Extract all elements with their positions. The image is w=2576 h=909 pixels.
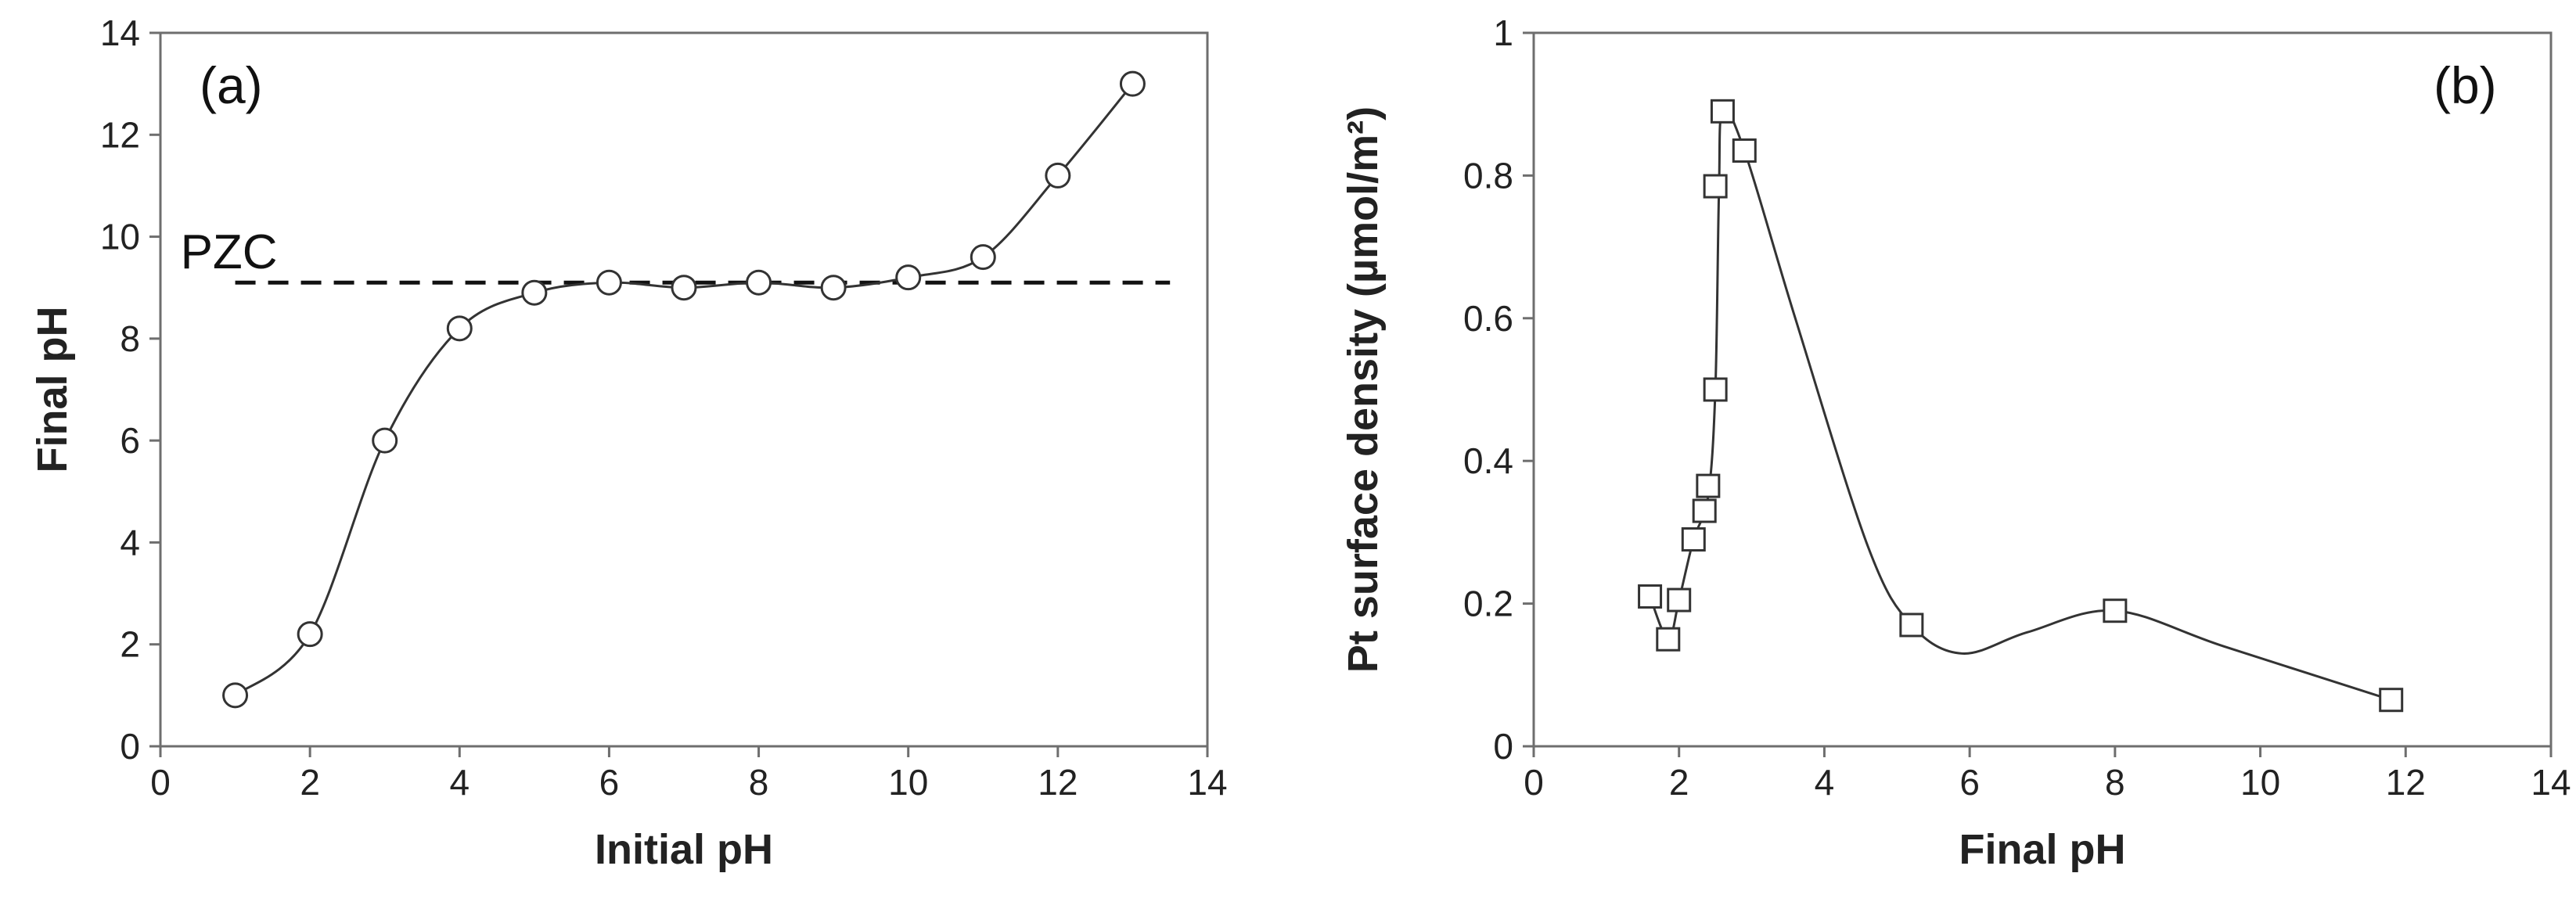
- y-tick-label: 12: [100, 114, 140, 155]
- data-point: [1119, 70, 1146, 97]
- y-tick-label: 0.2: [1463, 584, 1513, 624]
- data-point: [595, 269, 622, 296]
- data-point: [970, 244, 996, 271]
- y-tick-label: 4: [120, 522, 140, 562]
- y-tick-label: 14: [100, 13, 140, 53]
- y-tick-label: 0: [1493, 726, 1513, 767]
- data-point: [1710, 99, 1735, 124]
- x-tick-label: 0: [150, 762, 171, 803]
- data-point: [1638, 584, 1663, 609]
- plot-frame: [1532, 31, 2553, 748]
- x-tick-label: 14: [2531, 762, 2571, 803]
- chart-panel-b: 0 2 4 6 8 10 12 14 0 0.2 0.4 0.6 0.8 1 Final pH Pt surf…: [1340, 13, 2571, 873]
- data-point: [1681, 527, 1706, 552]
- y-tick-label: 0.8: [1463, 155, 1513, 196]
- x-tick-label: 4: [1815, 762, 1835, 803]
- x-tick-label: 12: [2386, 762, 2426, 803]
- pzc-label: PZC: [181, 225, 278, 279]
- data-point: [521, 279, 548, 306]
- fit-curve: [1649, 108, 2392, 702]
- y-tick-label: 10: [100, 217, 140, 257]
- data-point: [820, 275, 847, 301]
- data-point: [222, 682, 249, 709]
- series-line: [234, 83, 1134, 697]
- data-point: [1692, 498, 1717, 523]
- y-tick-label: 6: [120, 420, 140, 461]
- data-point: [1899, 613, 1924, 638]
- x-tick-label: 2: [300, 762, 320, 803]
- data-point: [1696, 473, 1721, 498]
- x-tick-label: 4: [449, 762, 470, 803]
- data-point: [2103, 598, 2128, 623]
- panel-label: (b): [2434, 56, 2497, 114]
- x-tick-label: 6: [1959, 762, 1980, 803]
- data-point: [1656, 627, 1681, 652]
- data-point: [895, 264, 922, 291]
- y-tick-label: 8: [120, 318, 140, 359]
- y-tick-label: 2: [120, 624, 140, 665]
- y-axis-title: Final pH: [29, 307, 76, 473]
- data-point: [1703, 377, 1728, 402]
- x-tick-label: 8: [749, 762, 769, 803]
- x-tick-label: 6: [599, 762, 620, 803]
- y-tick-label: 1: [1493, 13, 1513, 53]
- data-point: [1703, 174, 1728, 199]
- data-point: [1732, 138, 1757, 163]
- x-axis-title: Initial pH: [595, 826, 773, 873]
- y-tick-label: 0: [120, 726, 140, 767]
- data-point: [372, 427, 398, 454]
- panel-label: (a): [200, 56, 263, 114]
- data-point: [1045, 162, 1071, 189]
- data-point: [1667, 587, 1692, 613]
- x-axis-title: Final pH: [1959, 826, 2126, 873]
- data-point: [2379, 688, 2404, 713]
- x-tick-label: 8: [2105, 762, 2125, 803]
- y-tick-label: 0.6: [1463, 298, 1513, 339]
- chart-panel-a: 0 2 4 6 8 10 12 14 0 2 4 6 8 10 12 14 Initial pH Final pH…: [29, 13, 1228, 873]
- data-point: [746, 269, 772, 296]
- x-tick-label: 2: [1669, 762, 1689, 803]
- x-tick-label: 12: [1038, 762, 1078, 803]
- y-axis-title: Pt surface density (µmol/m²): [1340, 106, 1387, 673]
- y-tick-label: 0.4: [1463, 440, 1513, 481]
- data-point: [297, 621, 323, 648]
- x-tick-label: 0: [1524, 762, 1544, 803]
- x-tick-label: 10: [2240, 762, 2280, 803]
- x-tick-label: 14: [1187, 762, 1227, 803]
- plot-frame: [159, 31, 1209, 748]
- data-point: [671, 275, 697, 301]
- x-tick-label: 10: [888, 762, 928, 803]
- data-point: [446, 315, 473, 342]
